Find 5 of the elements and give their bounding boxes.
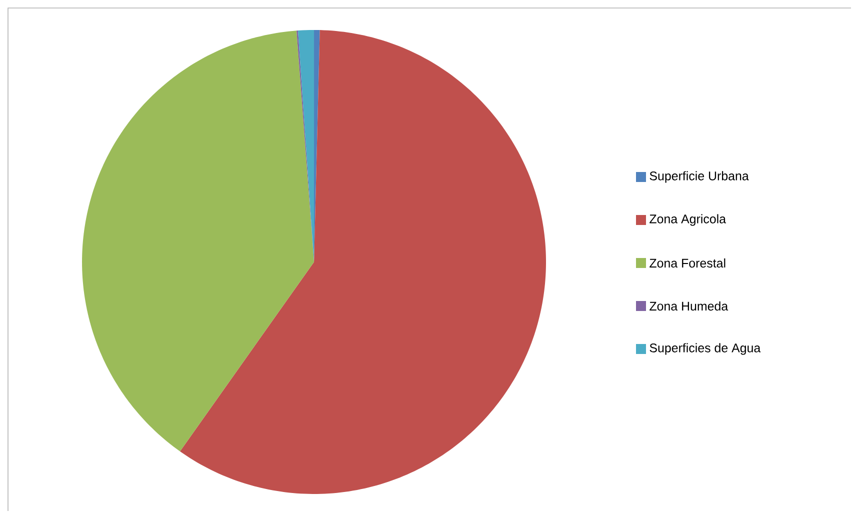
legend-label: Superficies de Agua <box>650 343 761 355</box>
legend-label: Zona Humeda <box>650 301 728 311</box>
legend-label: Zona Forestal <box>650 258 726 268</box>
legend-label: Zona Agricola <box>650 214 726 226</box>
legend-label: Superficie Urbana <box>650 171 749 183</box>
